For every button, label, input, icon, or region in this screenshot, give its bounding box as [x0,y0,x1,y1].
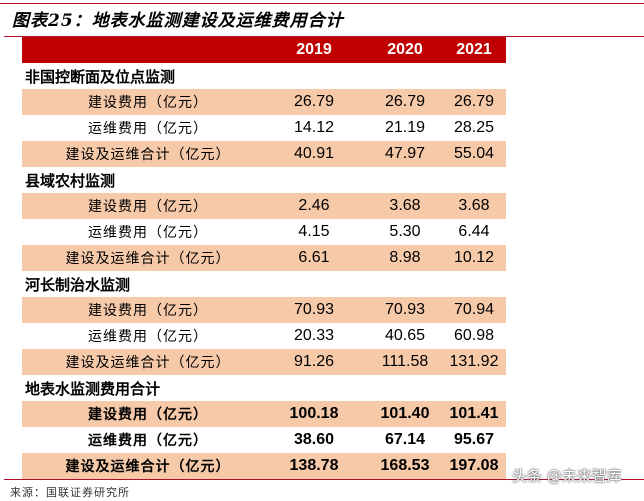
header-year-2020: 2020 [387,41,423,58]
bottom-rule [4,479,644,480]
cell-2020: 168.53 [380,457,430,474]
table-row: 建设费用（亿元） 2.46 3.68 3.68 [22,193,506,219]
cell-2019: 26.79 [293,93,335,110]
table-row: 运维费用（亿元） 4.15 5.30 6.44 [22,219,506,245]
section-name: 河长制治水监测 [25,275,131,294]
cell-2021: 55.04 [453,145,495,162]
table-row: 建设及运维合计（亿元） 138.78 168.53 197.08 [22,453,506,479]
cell-2021: 3.68 [458,197,490,214]
cell-2021: 101.41 [449,405,499,422]
section-header: 县域农村监测 [22,167,506,193]
table-row: 建设及运维合计（亿元） 40.91 47.97 55.04 [22,141,506,167]
watermark: 头条 @未来智库 [512,467,622,485]
table-row: 建设及运维合计（亿元） 6.61 8.98 10.12 [22,245,506,271]
cell-2020: 3.68 [389,197,421,214]
cell-2019: 6.61 [298,249,330,266]
row-label: 建设及运维合计（亿元） [65,355,231,371]
table-row: 运维费用（亿元） 14.12 21.19 28.25 [22,115,506,141]
cell-2020: 21.19 [384,119,426,136]
title-rule [4,36,644,37]
figure-title: 图表25：地表水监测建设及运维费用合计 [12,11,344,31]
cell-2019: 91.26 [293,353,335,370]
cell-2020: 26.79 [384,93,426,110]
cost-table: 2019 2020 2021 非国控断面及位点监测 建设费用（亿元） 26.79… [22,37,506,479]
cell-2021: 26.79 [453,93,495,110]
cell-2020: 67.14 [384,431,426,448]
table-row: 建设费用（亿元） 100.18 101.40 101.41 [22,401,506,427]
row-label: 建设费用（亿元） [88,199,208,215]
cell-2021: 10.12 [453,249,495,266]
cell-2021: 28.25 [453,119,495,136]
table-header: 2019 2020 2021 [22,37,506,63]
row-label: 建设费用（亿元） [88,303,208,319]
cell-2019: 40.91 [293,145,335,162]
cell-2019: 20.33 [293,327,335,344]
cell-2020: 40.65 [384,327,426,344]
source-note: 来源：国联证券研究所 [10,486,130,499]
row-label: 建设费用（亿元） [88,407,208,423]
cell-2020: 101.40 [380,405,430,422]
cell-2020: 8.98 [389,249,421,266]
cell-2021: 131.92 [449,353,499,370]
cell-2019: 4.15 [298,223,330,240]
row-label: 建设费用（亿元） [88,95,208,111]
row-label: 建设及运维合计（亿元） [65,251,231,267]
header-year-2019: 2019 [296,41,332,58]
table-row: 建设费用（亿元） 26.79 26.79 26.79 [22,89,506,115]
header-year-2021: 2021 [456,41,492,58]
cell-2019: 70.93 [293,301,335,318]
cell-2020: 111.58 [381,353,429,370]
row-label: 运维费用（亿元） [88,329,208,345]
cell-2021: 70.94 [453,301,495,318]
section-header: 非国控断面及位点监测 [22,63,506,89]
row-label: 运维费用（亿元） [88,433,208,449]
section-name: 非国控断面及位点监测 [25,67,176,86]
row-label: 运维费用（亿元） [88,225,208,241]
table-row: 建设及运维合计（亿元） 91.26 111.58 131.92 [22,349,506,375]
cell-2020: 47.97 [384,145,426,162]
row-label: 运维费用（亿元） [88,121,208,137]
cell-2021: 6.44 [458,223,490,240]
cell-2019: 138.78 [289,457,339,474]
cell-2021: 60.98 [453,327,495,344]
cell-2020: 70.93 [384,301,426,318]
cell-2021: 95.67 [453,431,495,448]
table-row: 建设费用（亿元） 70.93 70.93 70.94 [22,297,506,323]
cell-2020: 5.30 [389,223,421,240]
cell-2019: 38.60 [293,431,335,448]
row-label: 建设及运维合计（亿元） [65,147,231,163]
table-row: 运维费用（亿元） 38.60 67.14 95.67 [22,427,506,453]
section-header: 河长制治水监测 [22,271,506,297]
section-name: 县域农村监测 [25,171,116,190]
row-label: 建设及运维合计（亿元） [65,459,231,475]
cell-2019: 2.46 [298,197,330,214]
cell-2019: 100.18 [289,405,339,422]
top-rule [0,3,644,4]
section-name: 地表水监测费用合计 [25,379,161,398]
section-header: 地表水监测费用合计 [22,375,506,401]
cell-2021: 197.08 [449,457,499,474]
table-row: 运维费用（亿元） 20.33 40.65 60.98 [22,323,506,349]
cell-2019: 14.12 [293,119,335,136]
